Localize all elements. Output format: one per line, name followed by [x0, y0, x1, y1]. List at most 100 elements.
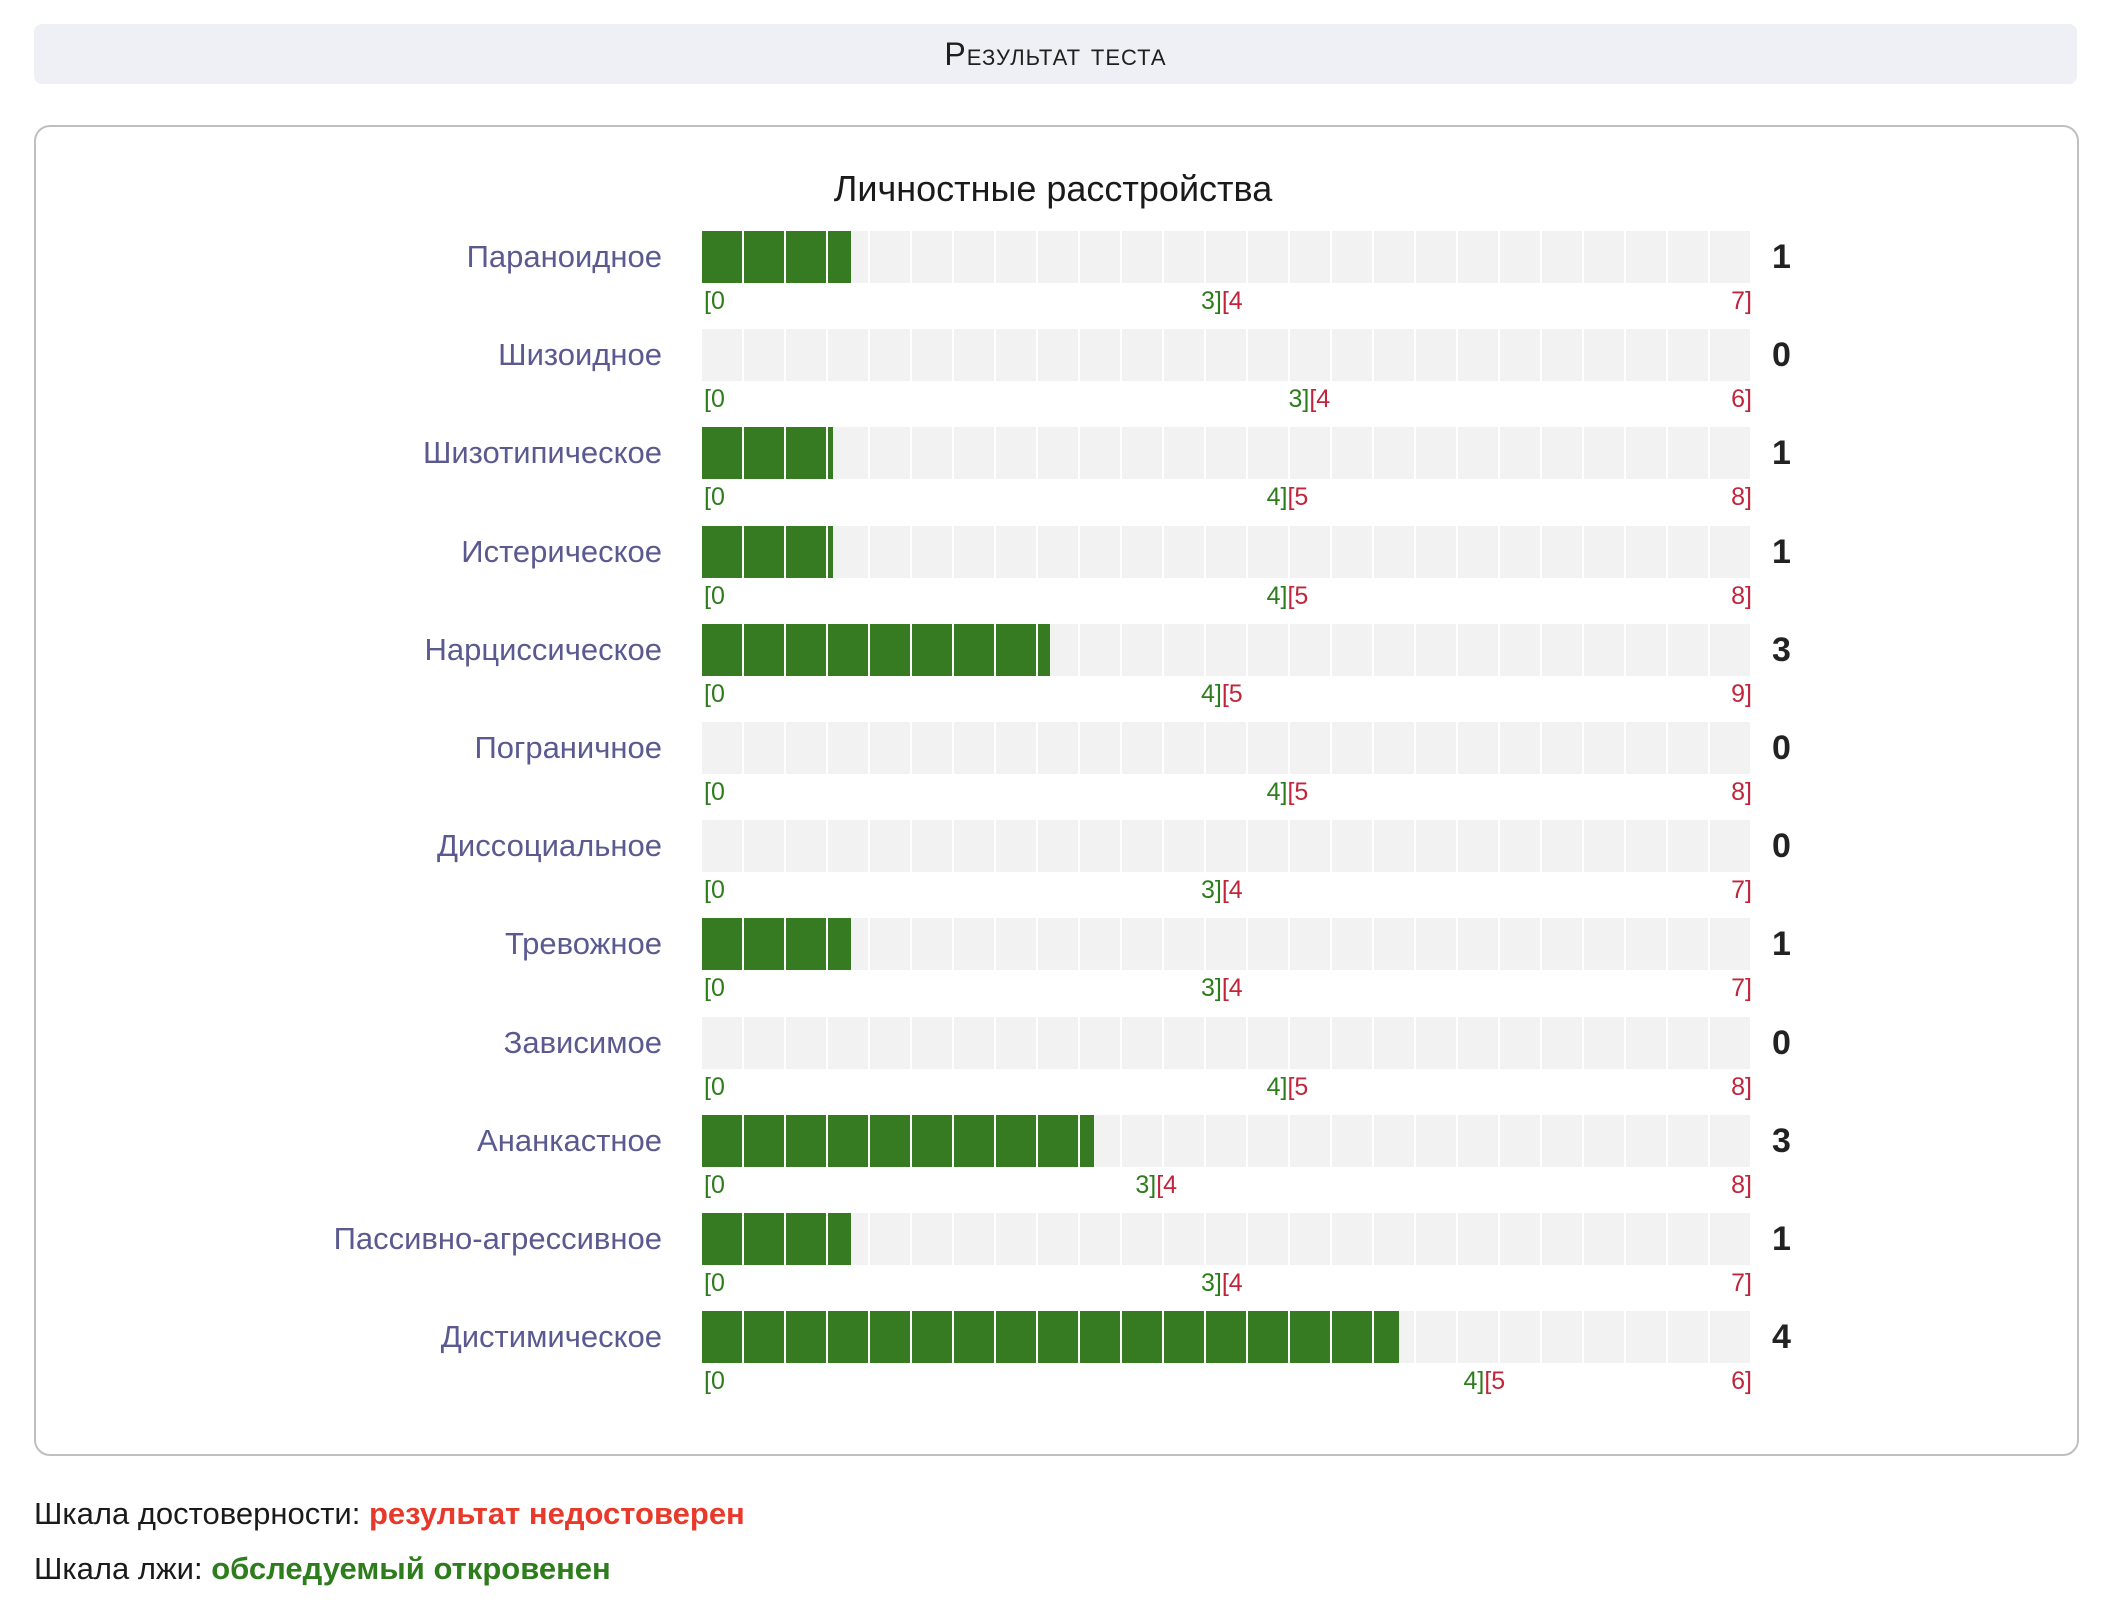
bar-track [702, 624, 1752, 676]
bar-segment [1122, 624, 1164, 676]
bar-segment [912, 820, 954, 872]
tick-boundary: 4][5 [1464, 1366, 1506, 1396]
tick-boundary: 3][4 [1289, 384, 1331, 414]
bar-segment [1626, 427, 1668, 479]
bar-segment [996, 1311, 1038, 1363]
bar-segment [954, 329, 996, 381]
bar-segment [828, 624, 870, 676]
bar-segment [1710, 329, 1752, 381]
bar-segment [1668, 1017, 1710, 1069]
bar-segment [1458, 624, 1500, 676]
bar-segment [1038, 231, 1080, 283]
tick-norm-max: 4] [1266, 1073, 1288, 1101]
bar-segment [786, 1115, 828, 1167]
bar-segment [702, 722, 744, 774]
bar-segment [1584, 329, 1626, 381]
bar-segment [1710, 624, 1752, 676]
row-label: Дистимическое [440, 1319, 662, 1354]
bar-segment [1416, 820, 1458, 872]
bar-segment [1290, 722, 1332, 774]
bar-segment [1374, 427, 1416, 479]
bar-segment [912, 1017, 954, 1069]
bar-track [702, 820, 1752, 872]
bar-segment [1416, 1213, 1458, 1265]
bar-segment [702, 918, 744, 970]
bar-segment [1080, 231, 1122, 283]
bar-segment [870, 526, 912, 578]
bar-segment [1248, 1115, 1290, 1167]
bar-segment [702, 820, 744, 872]
bar-segment [996, 918, 1038, 970]
bar-segment [1290, 820, 1332, 872]
bar-segment [1290, 1115, 1332, 1167]
bar-segment [1332, 918, 1374, 970]
lie-line: Шкала лжи: обследуемый откровенен [34, 1551, 611, 1587]
tick-min: [0 [704, 483, 725, 511]
bar-segment [1038, 1115, 1080, 1167]
bar-segment [1164, 526, 1206, 578]
bar-segment [1206, 329, 1248, 381]
bar-segment [1248, 427, 1290, 479]
bar-segment [702, 427, 744, 479]
bar-segment [1164, 1213, 1206, 1265]
bar-segment [954, 1213, 996, 1265]
bar-segment [1122, 1213, 1164, 1265]
bar-segment [1332, 1213, 1374, 1265]
bar-segment [1500, 624, 1542, 676]
chart-title: Личностные расстройства [833, 168, 1273, 209]
bar-segment [912, 1115, 954, 1167]
bar-segment [744, 820, 786, 872]
bar-segment [744, 624, 786, 676]
bar-segment [1248, 1311, 1290, 1363]
bar-segment [744, 1311, 786, 1363]
bar-segment [954, 918, 996, 970]
bar-segment [786, 1017, 828, 1069]
bar-segment [1248, 918, 1290, 970]
bar-segment [1416, 427, 1458, 479]
bar-segment [1542, 1311, 1584, 1363]
bar-segment [1626, 1213, 1668, 1265]
bar-segment [1458, 820, 1500, 872]
bar-segment [702, 624, 744, 676]
row-score: 1 [1772, 1220, 1791, 1258]
bar-segment [786, 427, 828, 479]
bar-segment [954, 624, 996, 676]
bar-segment [828, 231, 870, 283]
bar-segment [1164, 231, 1206, 283]
bar-segment [1206, 820, 1248, 872]
bar-segment [1458, 1115, 1500, 1167]
bar-segment [1332, 1311, 1374, 1363]
bar-segment [1164, 722, 1206, 774]
bar-segment [1164, 820, 1206, 872]
tick-min: [0 [704, 1269, 725, 1297]
bar-segment [1164, 427, 1206, 479]
row-score: 0 [1772, 1024, 1791, 1062]
bar-segment [1542, 918, 1584, 970]
bar-segment [828, 1017, 870, 1069]
bar-segment [1626, 624, 1668, 676]
row-score: 1 [1772, 434, 1791, 472]
bar-segment [1542, 1017, 1584, 1069]
bar-segment [786, 329, 828, 381]
tick-high-min: [4 [1309, 385, 1331, 413]
tick-boundary: 3][4 [1201, 1268, 1243, 1298]
bar-segment [1080, 427, 1122, 479]
bar-segment [1248, 1017, 1290, 1069]
bar-segment [1290, 918, 1332, 970]
bar-segment [1584, 1311, 1626, 1363]
bar-segment [1542, 1213, 1584, 1265]
tick-high-min: [4 [1221, 974, 1243, 1002]
tick-norm-max: 3] [1135, 1171, 1157, 1199]
row-label: Шизоидное [498, 337, 662, 372]
bar-segment [1164, 918, 1206, 970]
bar-segment [786, 1213, 828, 1265]
tick-high-min: [4 [1221, 287, 1243, 315]
chart-row: Пограничное 0 [0 4][5 8] [0, 722, 2106, 820]
bar-segment [1290, 1017, 1332, 1069]
bar-segment [1626, 1017, 1668, 1069]
bar-segment [1038, 624, 1080, 676]
bar-segment [1374, 526, 1416, 578]
bar-fill [702, 1311, 1399, 1363]
bar-segment [996, 722, 1038, 774]
tick-boundary: 4][5 [1267, 581, 1309, 611]
